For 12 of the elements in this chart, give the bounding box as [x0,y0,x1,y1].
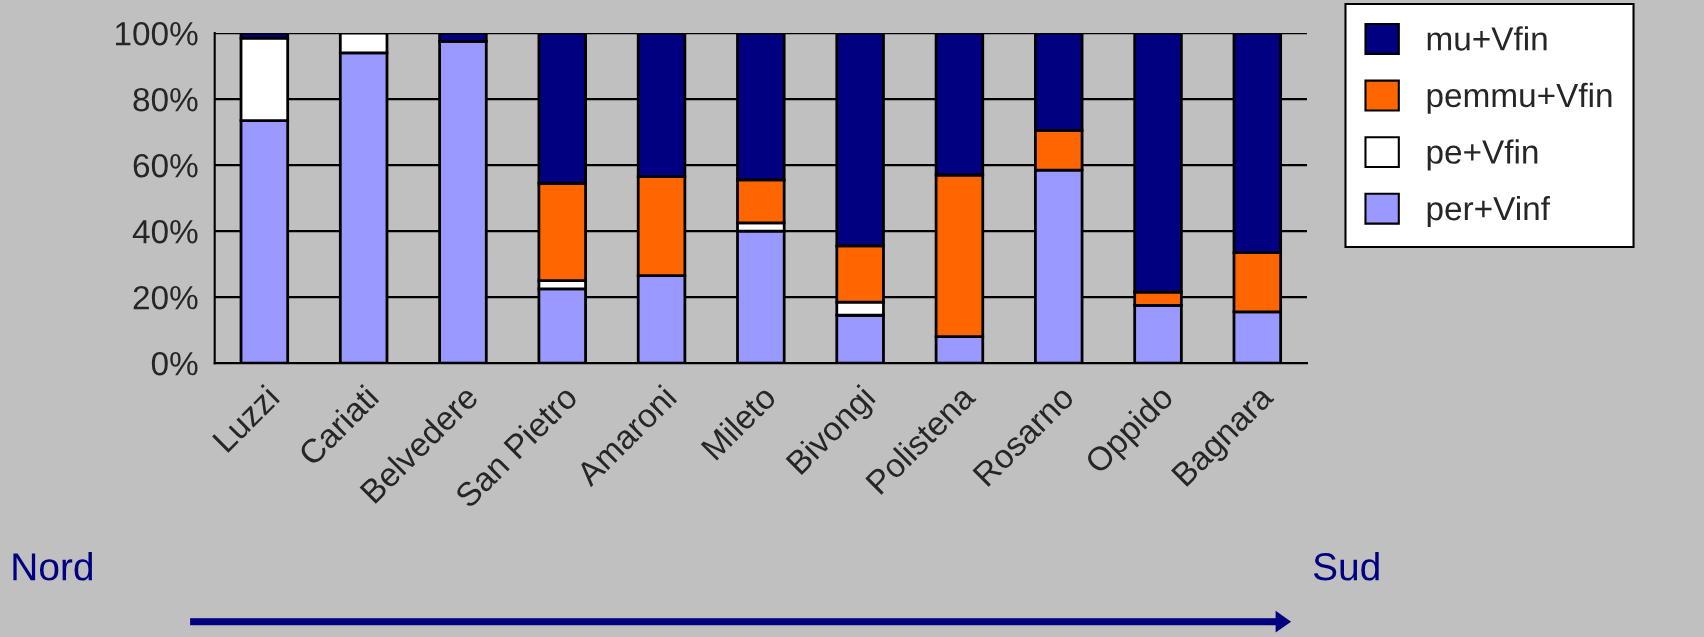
y-tick-label: 0% [151,351,198,376]
legend-label: per+Vinf [1427,195,1551,228]
y-tick-label: 60% [133,153,198,178]
y-tick-label: 20% [133,285,198,310]
legend-label: mu+Vfin [1427,26,1547,51]
legend-label: pemmu+Vfin [1427,82,1612,114]
text: Nord [13,551,93,581]
y-tick-label: 80% [133,87,198,112]
text: Sud [1313,551,1379,581]
legend-label: pe+Vfin [1427,139,1538,171]
y-tick-label: 40% [132,219,198,244]
y-tick-label: 100% [116,21,198,46]
